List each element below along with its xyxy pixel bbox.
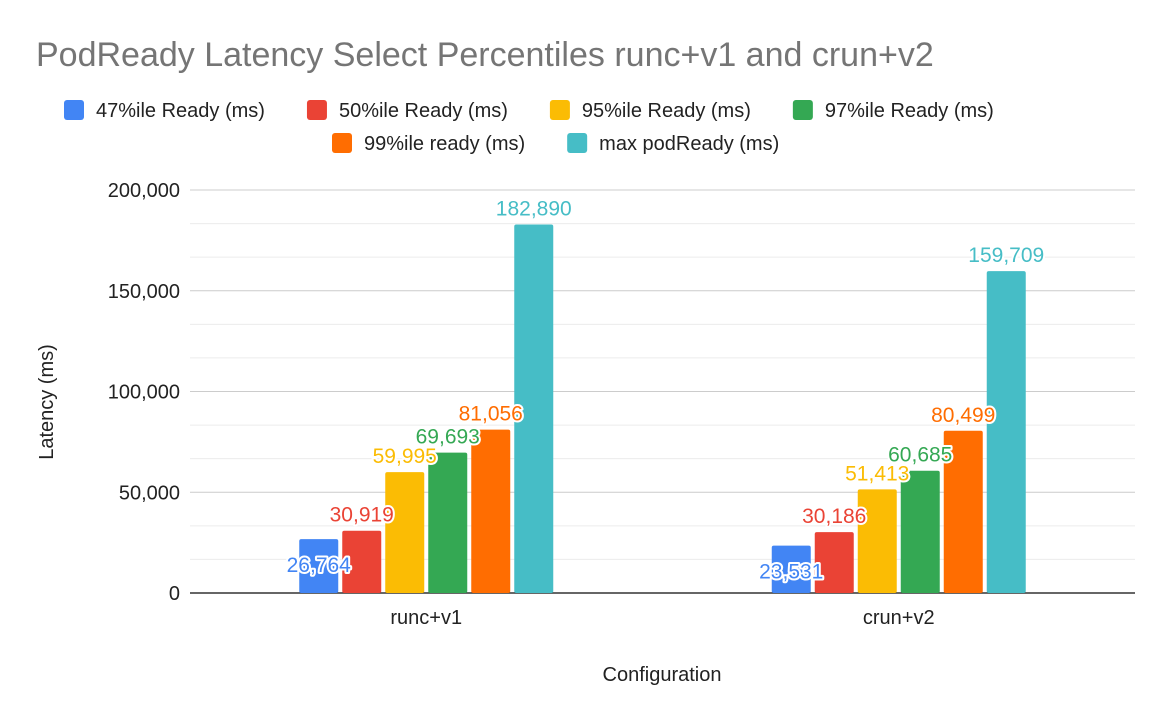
legend-swatch — [549, 100, 570, 120]
legend-label: max podReady (ms) — [599, 133, 779, 155]
legend-item: 97%ile Ready (ms) — [792, 100, 994, 122]
data-label: 59,995 — [373, 445, 437, 468]
legend-swatch — [567, 133, 588, 153]
bar — [986, 271, 1026, 593]
legend-item: 95%ile Ready (ms) — [549, 100, 751, 122]
y-axis-ticks: 0 50,000 100,000 150,000 200,000 — [108, 180, 180, 605]
bars — [299, 224, 1026, 593]
bar — [471, 429, 511, 593]
data-label: 69,693 — [416, 426, 480, 449]
legend-item: 50%ile Ready (ms) — [306, 100, 508, 122]
y-tick-label: 100,000 — [108, 382, 180, 404]
bar — [943, 430, 983, 593]
x-tick-label: crun+v2 — [863, 607, 935, 629]
legend: 47%ile Ready (ms) 50%ile Ready (ms) 95%ile… — [64, 100, 994, 155]
data-label: 30,919 — [330, 504, 394, 527]
y-tick-label: 50,000 — [119, 482, 180, 504]
legend-label: 47%ile Ready (ms) — [96, 100, 265, 122]
data-label: 26,764 — [287, 554, 352, 577]
legend-label: 95%ile Ready (ms) — [582, 100, 751, 122]
x-axis-ticks: runc+v1 crun+v2 — [390, 607, 934, 629]
bar — [299, 539, 339, 593]
bar — [814, 532, 854, 593]
y-tick-label: 200,000 — [108, 180, 180, 202]
data-label: 80,499 — [931, 404, 995, 427]
data-label: 182,890 — [496, 197, 572, 220]
y-tick-label: 150,000 — [108, 281, 180, 303]
data-label: 60,685 — [888, 444, 952, 467]
legend-swatch — [792, 100, 813, 120]
bar — [771, 545, 811, 593]
x-axis-label: Configuration — [603, 664, 722, 686]
legend-item: 99%ile ready (ms) — [332, 133, 525, 155]
legend-label: 97%ile Ready (ms) — [825, 100, 994, 122]
chart-title: PodReady Latency Select Percentiles runc… — [36, 36, 934, 74]
x-tick-label: runc+v1 — [390, 607, 462, 629]
bar — [428, 452, 468, 593]
bar — [514, 224, 554, 593]
y-axis-label: Latency (ms) — [36, 344, 58, 460]
y-tick-label: 0 — [169, 583, 180, 605]
legend-swatch — [64, 100, 84, 120]
bar — [857, 489, 897, 593]
legend-swatch — [332, 133, 352, 153]
legend-label: 50%ile Ready (ms) — [339, 100, 508, 122]
bar — [342, 530, 382, 593]
data-label: 159,709 — [968, 244, 1044, 267]
legend-label: 99%ile ready (ms) — [364, 133, 525, 155]
legend-item: max podReady (ms) — [567, 133, 779, 155]
data-label: 81,056 — [459, 403, 523, 426]
bar — [900, 470, 940, 593]
data-label: 51,413 — [845, 462, 909, 485]
data-label: 30,186 — [802, 505, 866, 528]
legend-swatch — [306, 100, 327, 120]
bar — [385, 472, 425, 593]
legend-item: 47%ile Ready (ms) — [64, 100, 265, 122]
data-label: 23,531 — [759, 561, 823, 584]
